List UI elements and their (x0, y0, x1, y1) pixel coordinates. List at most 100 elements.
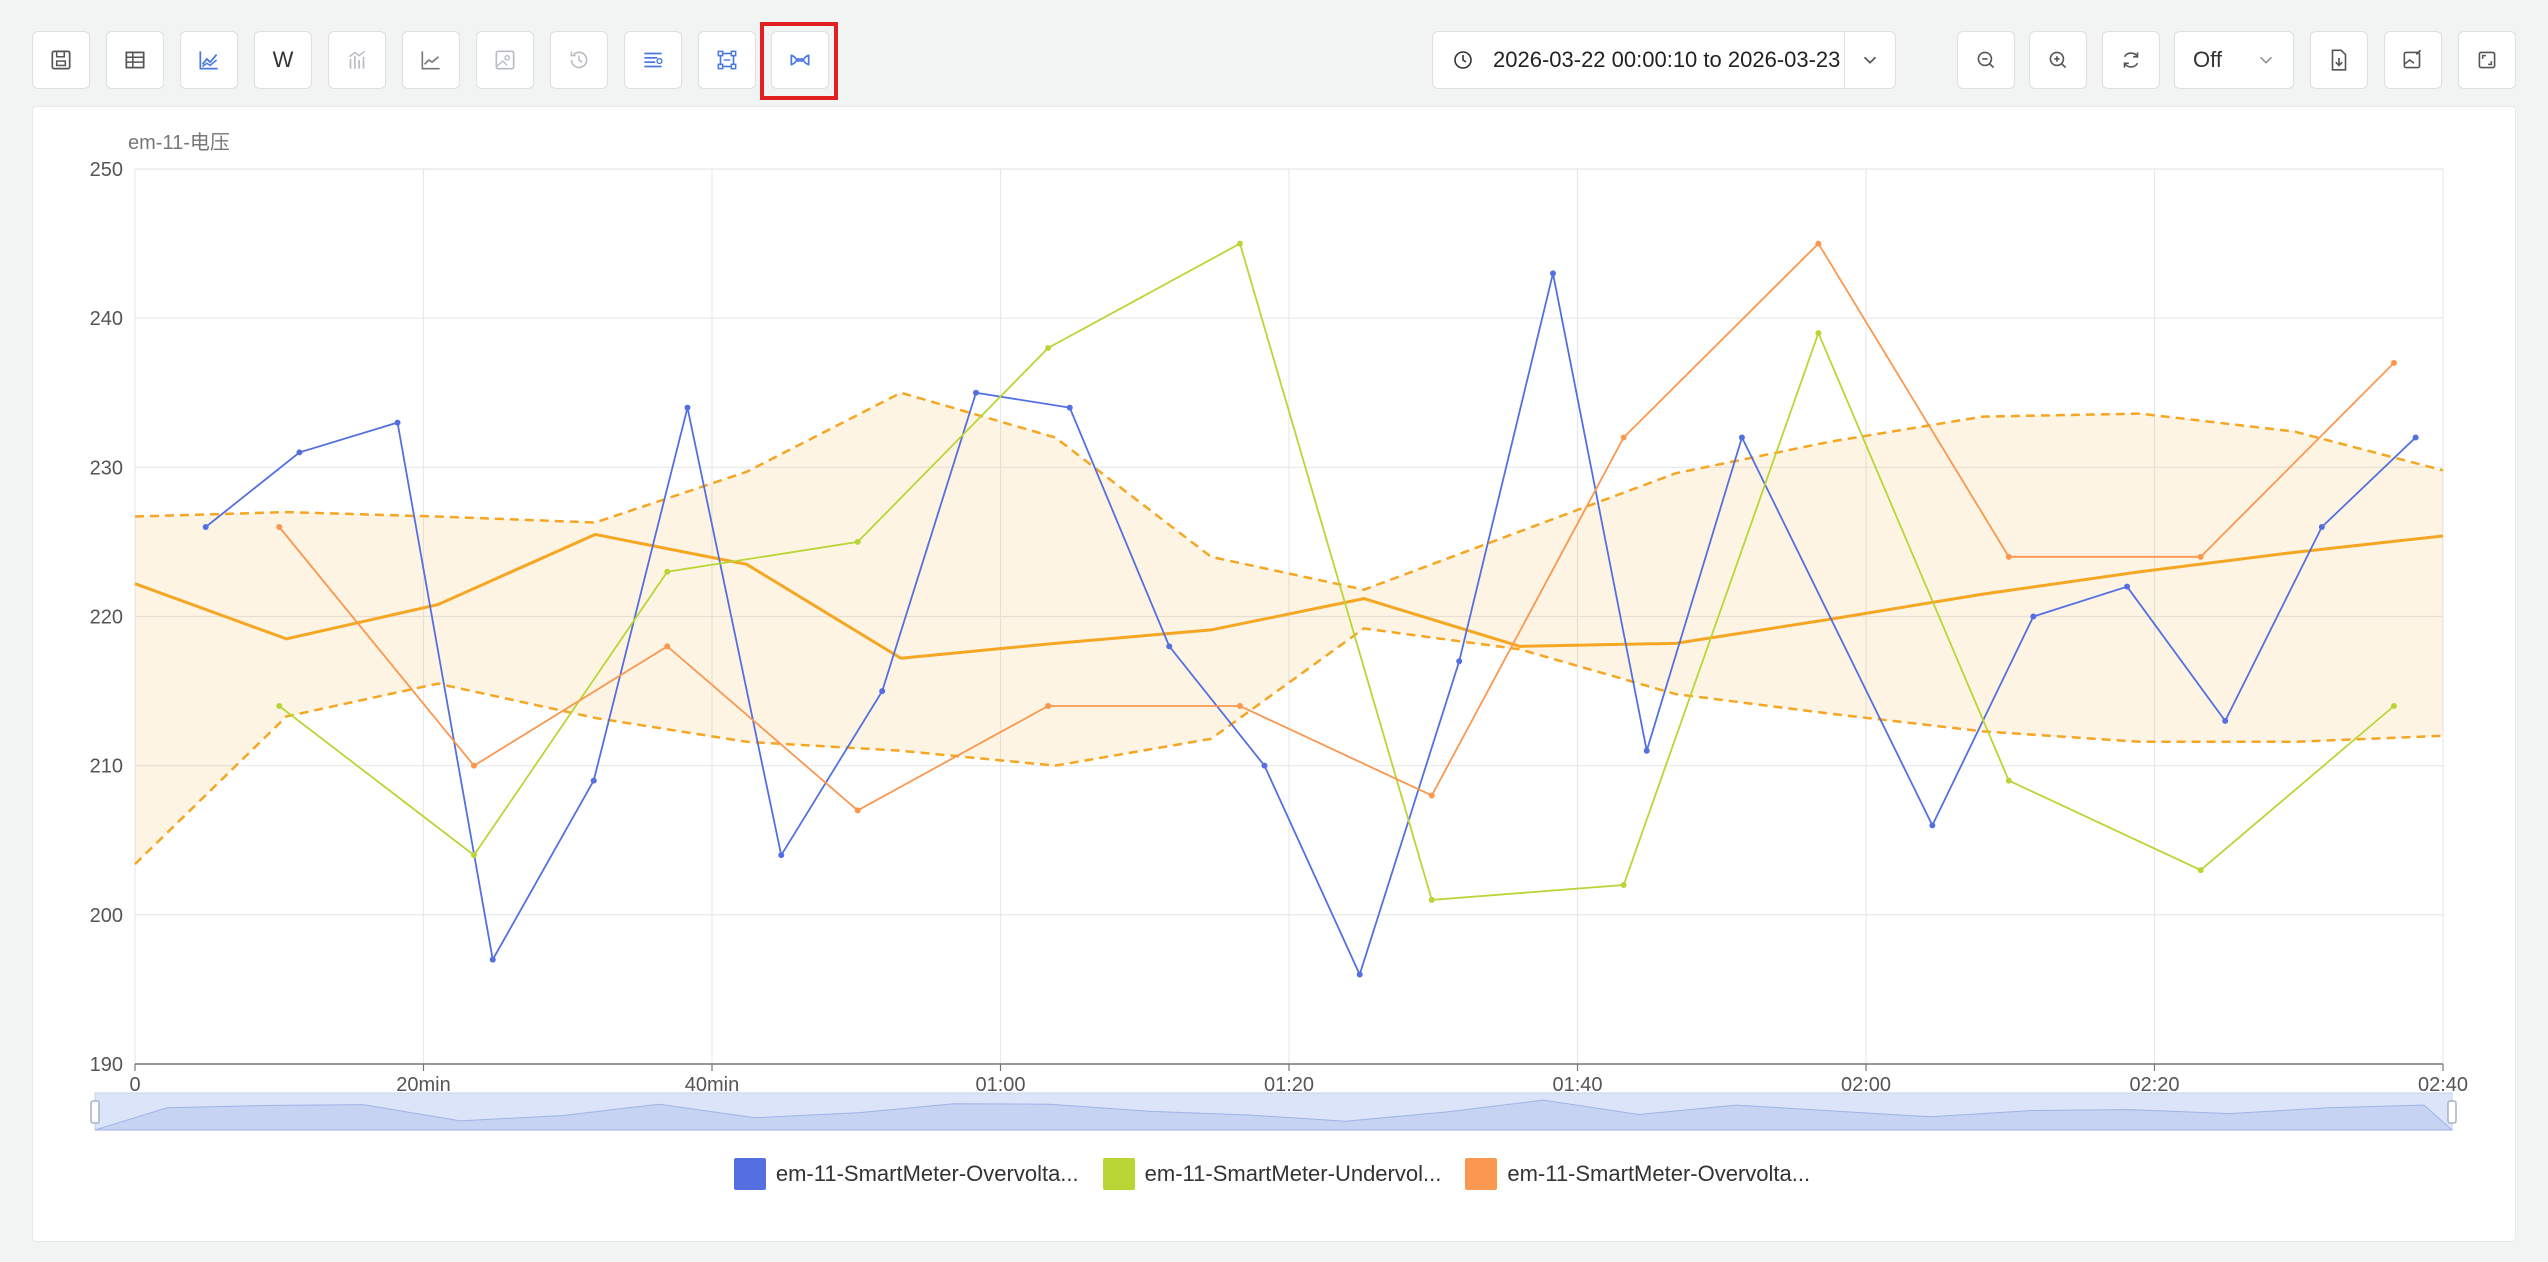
image-button[interactable] (476, 31, 534, 89)
table-button[interactable] (106, 31, 164, 89)
export-file-button[interactable] (2310, 31, 2368, 89)
x-tick-label: 0 (129, 1074, 140, 1096)
save-button[interactable] (32, 31, 90, 89)
time-range-dropdown-button[interactable] (1844, 32, 1895, 88)
data-point (854, 807, 861, 814)
data-point (664, 643, 671, 650)
data-point (972, 389, 979, 396)
data-point (2197, 553, 2204, 560)
data-point (489, 956, 496, 963)
data-point (1549, 270, 1556, 277)
chevron-down-icon (2259, 56, 2273, 64)
band-upper-line (134, 391, 2444, 591)
box-select-icon (717, 50, 737, 70)
data-point (296, 449, 303, 456)
clock-icon (1433, 48, 1493, 72)
data-point (1356, 971, 1363, 978)
legend-item-overvoltage-2[interactable]: em-11-SmartMeter-Overvolta... (1465, 1158, 1810, 1190)
time-range-text: 2026-03-22 00:00:10 to 2026-03-23 14: (1493, 47, 1844, 72)
x-tick-label: 02:00 (1841, 1074, 1891, 1096)
data-point (2390, 703, 2397, 709)
data-point (1236, 240, 1243, 247)
y-tick-label: 250 (90, 159, 123, 181)
zoom-in-button[interactable] (2029, 31, 2087, 89)
export-file-icon (2331, 49, 2347, 71)
data-point (2390, 359, 2397, 366)
legend-swatch (733, 1158, 766, 1190)
table-icon (125, 51, 145, 69)
refresh-button[interactable] (2102, 31, 2160, 89)
bar-chart-button[interactable] (328, 31, 386, 89)
data-point (1738, 434, 1745, 441)
data-point (1236, 703, 1243, 709)
data-point (1045, 345, 1052, 351)
zoom-preview (94, 1099, 2454, 1131)
data-point (1261, 762, 1268, 769)
list-settings-button[interactable] (624, 31, 682, 89)
band-lower-line (134, 627, 2444, 866)
zoom-out-button[interactable] (1957, 31, 2015, 89)
legend-item-overvoltage-1[interactable]: em-11-SmartMeter-Overvolta... (733, 1158, 1079, 1190)
data-point (2412, 434, 2419, 441)
export-image-button[interactable] (2384, 31, 2442, 89)
legend-label: em-11-SmartMeter-Overvolta... (775, 1161, 1079, 1186)
y-tick-label: 240 (90, 308, 123, 330)
export-image-icon (2403, 49, 2422, 69)
time-range-picker[interactable]: 2026-03-22 00:00:10 to 2026-03-23 14: (1432, 31, 1896, 89)
data-point (854, 538, 861, 545)
legend-item-undervoltage[interactable]: em-11-SmartMeter-Undervol... (1102, 1158, 1442, 1190)
save-icon (51, 50, 71, 70)
confidence-band (134, 391, 2444, 866)
data-point (2124, 583, 2131, 590)
x-tick-label: 01:40 (1552, 1074, 1602, 1096)
y-tick-label: 230 (90, 457, 123, 479)
data-point (2222, 717, 2229, 724)
band-area (135, 392, 2443, 865)
chart-title: em-11-电压 (128, 131, 230, 154)
auto-refresh-select[interactable]: Off (2174, 31, 2294, 89)
series-line-1 (278, 242, 2395, 901)
legend-label: em-11-SmartMeter-Overvolta... (1507, 1161, 1811, 1186)
data-point (778, 852, 785, 859)
series-line-2 (278, 242, 2395, 812)
data-point (1929, 822, 1936, 829)
data-point (202, 524, 209, 530)
x-tick-label: 40min (685, 1074, 739, 1096)
data-point (276, 703, 283, 709)
history-button[interactable] (550, 31, 608, 89)
fullscreen-button[interactable] (2458, 31, 2516, 89)
legend-swatch (1102, 1158, 1135, 1190)
band-mean-line (134, 532, 2444, 660)
history-icon (570, 51, 588, 69)
data-point (394, 419, 401, 426)
axes: 190 200 210 220 230 240 250 0 20min 40min 01:00 01:… (90, 159, 2468, 1096)
area-chart-icon (421, 51, 440, 70)
x-tick-label: 20min (396, 1074, 450, 1096)
legend-label: em-11-SmartMeter-Undervol... (1144, 1161, 1442, 1186)
area-chart-button[interactable] (402, 31, 460, 89)
data-point (1456, 658, 1463, 665)
data-zoom-slider[interactable] (90, 1092, 2457, 1131)
data-point (470, 762, 477, 769)
series-lines (202, 240, 2419, 978)
data-point (684, 404, 691, 411)
band-button[interactable] (771, 31, 829, 89)
data-point (1815, 330, 1822, 337)
data-point (1428, 792, 1435, 799)
y-tick-label: 200 (90, 905, 123, 927)
data-point (590, 777, 597, 784)
box-select-button[interactable] (698, 31, 756, 89)
zoom-out-icon (1977, 51, 1995, 69)
data-point (1166, 643, 1173, 650)
auto-refresh-value: Off (2193, 47, 2222, 72)
data-point (2005, 777, 2012, 784)
data-point (1643, 747, 1650, 754)
data-point (276, 524, 283, 530)
line-chart-button[interactable] (180, 31, 238, 89)
w-button[interactable]: W (254, 31, 312, 89)
data-point (1066, 404, 1073, 411)
image-icon (495, 50, 515, 70)
w-button-label: W (272, 47, 294, 72)
x-tick-label: 01:00 (975, 1074, 1025, 1096)
